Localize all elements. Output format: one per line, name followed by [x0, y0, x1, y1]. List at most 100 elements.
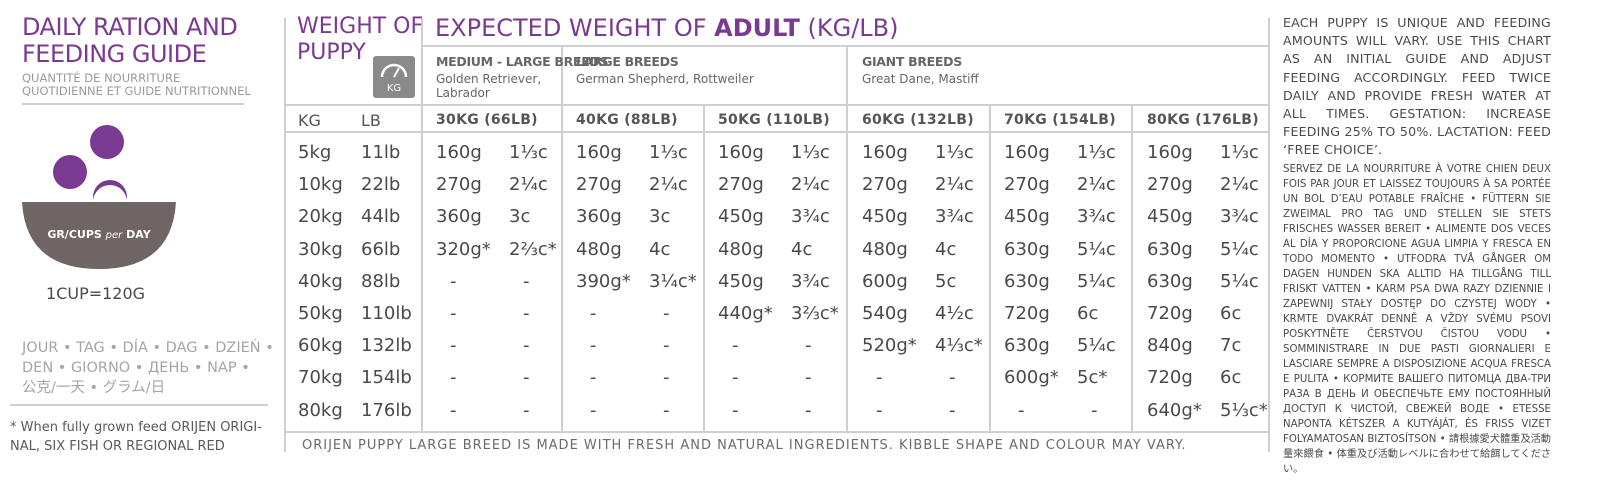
puppy-weight-lb: 66lb — [361, 238, 401, 260]
grams-cell: 450g — [1147, 206, 1193, 228]
grams-cell: 360g — [576, 206, 622, 228]
cup-equivalence: 1CUP=120G — [46, 284, 146, 303]
grams-cell: 160g — [576, 142, 622, 163]
cups-cell: - — [805, 335, 812, 357]
cups-cell: 4c — [649, 238, 671, 260]
col-divider-4 — [989, 105, 991, 432]
cups-cell: - — [523, 303, 530, 324]
cups-cell: - — [663, 399, 670, 421]
puppy-weight-lb: 88lb — [361, 270, 401, 292]
puppy-column-border — [421, 18, 423, 432]
grams-cell: 640g* — [1147, 399, 1202, 421]
grams-cell: 270g — [436, 174, 482, 196]
puppy-weight-kg: 70kg — [298, 367, 343, 389]
puppy-weight-lb: 176lb — [361, 399, 412, 421]
grams-cell: - — [450, 303, 457, 324]
grams-cell: 480g — [862, 238, 908, 260]
kg-badge-label: KG — [386, 83, 402, 94]
page-subtitle: QUANTITÉ DE NOURRITURE QUOTIDIENNE ET GU… — [22, 72, 251, 98]
col-divider-1 — [561, 46, 563, 432]
cups-cell: 3¼c* — [649, 270, 697, 292]
cups-cell: 5c* — [1077, 367, 1108, 389]
grams-cell: 450g — [1004, 206, 1050, 228]
kg-column-header: KG — [298, 111, 321, 130]
adult-weight-column-header: 60KG (132LB) — [862, 112, 974, 128]
grams-cell: 160g — [862, 142, 908, 163]
puppy-weight-lb: 110lb — [361, 303, 412, 324]
breed-group-name: MEDIUM - LARGE BREEDS — [436, 54, 609, 69]
cups-cell: - — [949, 367, 956, 389]
grams-cell: 160g — [1147, 142, 1193, 163]
scale-icon: KG — [373, 56, 415, 98]
grams-cell: 480g — [718, 238, 764, 260]
cups-cell: 1⅓c — [509, 142, 548, 163]
instructions-english: EACH PUPPY IS UNIQUE AND FEEDING AMOUNTS… — [1283, 15, 1551, 158]
grams-cell: 440g* — [718, 303, 773, 324]
puppy-weight-kg: 5kg — [298, 142, 332, 163]
breed-group-examples: German Shepherd, Rottweiler — [576, 72, 754, 86]
cups-cell: 4⅓c* — [935, 335, 983, 357]
puppy-weight-kg: 50kg — [298, 303, 343, 324]
puppy-weight-kg: 60kg — [298, 335, 343, 357]
grams-cell: 630g — [1004, 238, 1050, 260]
lb-column-header: LB — [361, 111, 381, 130]
cups-cell: 1⅓c — [791, 142, 830, 163]
grams-cell: 600g* — [1004, 367, 1059, 389]
svg-text:GR/CUPS per DAY: GR/CUPS per DAY — [47, 228, 151, 241]
breed-group-name: LARGE BREEDS — [576, 54, 679, 69]
cups-cell: 2¼c — [935, 174, 974, 196]
cups-cell: - — [805, 399, 812, 421]
column-header-rule — [285, 131, 1268, 133]
puppy-weight-kg: 20kg — [298, 206, 343, 228]
cups-cell: - — [523, 270, 530, 292]
cups-cell: 2¼c — [509, 174, 548, 196]
grams-cell: - — [450, 399, 457, 421]
table-bottom-rule — [285, 431, 1268, 433]
page-title: DAILY RATION AND FEEDING GUIDE — [22, 14, 238, 68]
subtitle-line-2: QUOTIDIENNE ET GUIDE NUTRITIONNEL — [22, 84, 251, 98]
grams-cell: - — [450, 367, 457, 389]
adult-weight-column-header: 30KG (66LB) — [436, 112, 538, 128]
cups-cell: 4c — [791, 238, 813, 260]
grams-cell: 270g — [1147, 174, 1193, 196]
cups-cell: 6c — [1077, 303, 1099, 324]
left-panel: DAILY RATION AND FEEDING GUIDE QUANTITÉ … — [0, 0, 282, 492]
cups-cell: 3¾c — [791, 270, 830, 292]
puppy-weight-kg: 40kg — [298, 270, 343, 292]
food-bowl-icon: GR/CUPS per DAY — [22, 122, 177, 272]
cups-cell: - — [523, 367, 530, 389]
cups-cell: 5¼c — [1077, 270, 1116, 292]
puppy-weight-kg: 30kg — [298, 238, 343, 260]
adult-weight-column-header: 50KG (110LB) — [718, 112, 830, 128]
cups-cell: 5¼c — [1220, 238, 1259, 260]
cups-cell: 3⅔c* — [791, 303, 839, 324]
header-rule — [422, 45, 1268, 47]
cups-cell: 3¾c — [791, 206, 830, 228]
breed-rule — [285, 104, 1268, 106]
cups-cell: - — [663, 303, 670, 324]
expected-weight-heading: EXPECTED WEIGHT OF ADULT (KG/LB) — [435, 14, 899, 42]
weight-of-puppy-heading: WEIGHT OF PUPPY — [297, 14, 424, 65]
grams-cell: 480g — [576, 238, 622, 260]
grams-cell: - — [590, 303, 597, 324]
day-translations: JOUR • TAG • DÍA • DAG • DZIEŃ • DEN • G… — [22, 340, 274, 396]
cups-cell: - — [663, 335, 670, 357]
cups-cell: 2¼c — [649, 174, 688, 196]
cups-cell: 5c — [935, 270, 957, 292]
breed-group-examples: Great Dane, Mastiff — [862, 72, 979, 86]
cups-cell: 2¼c — [1220, 174, 1259, 196]
cups-cell: 1⅓c — [1077, 142, 1116, 163]
grams-cell: 720g — [1147, 303, 1193, 324]
grams-cell: 630g — [1004, 270, 1050, 292]
cups-cell: 2¼c — [1077, 174, 1116, 196]
ingredients-note: ORIJEN PUPPY LARGE BREED IS MADE WITH FR… — [302, 438, 1187, 453]
grams-cell: 360g — [436, 206, 482, 228]
puppy-weight-lb: 11lb — [361, 142, 401, 163]
puppy-weight-lb: 22lb — [361, 174, 401, 196]
grams-cell: - — [876, 399, 883, 421]
grams-cell: 450g — [718, 270, 764, 292]
grams-cell: 520g* — [862, 335, 917, 357]
cups-cell: 3¾c — [935, 206, 974, 228]
grams-cell: 600g — [862, 270, 908, 292]
col-divider-3 — [846, 46, 848, 432]
